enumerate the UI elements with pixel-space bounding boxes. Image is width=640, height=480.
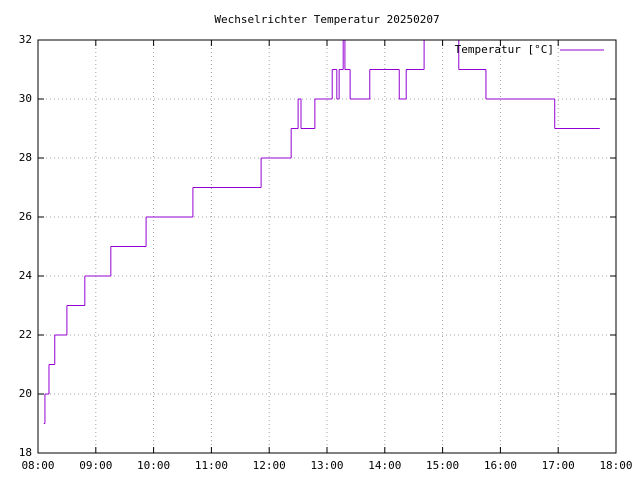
x-tick-label: 16:00 — [484, 459, 517, 472]
y-tick-label: 20 — [19, 387, 32, 400]
y-tick-label: 24 — [19, 269, 33, 282]
y-tick-label: 32 — [19, 33, 32, 46]
legend-label: Temperatur [°C] — [455, 43, 554, 56]
plot-area — [43, 40, 600, 424]
y-tick-label: 30 — [19, 92, 32, 105]
x-tick-label: 15:00 — [426, 459, 459, 472]
x-tick-label: 18:00 — [599, 459, 632, 472]
x-tick-label: 09:00 — [79, 459, 112, 472]
x-tick-label: 10:00 — [137, 459, 170, 472]
x-tick-label: 08:00 — [21, 459, 54, 472]
x-tick-label: 14:00 — [368, 459, 401, 472]
y-tick-label: 28 — [19, 151, 32, 164]
y-tick-label: 22 — [19, 328, 32, 341]
chart-title: Wechselrichter Temperatur 20250207 — [214, 13, 439, 26]
x-tick-label: 13:00 — [310, 459, 343, 472]
x-tick-label: 17:00 — [542, 459, 575, 472]
x-tick-label: 11:00 — [195, 459, 228, 472]
y-tick-label: 18 — [19, 446, 32, 459]
y-tick-label: 26 — [19, 210, 32, 223]
x-tick-label: 12:00 — [253, 459, 286, 472]
